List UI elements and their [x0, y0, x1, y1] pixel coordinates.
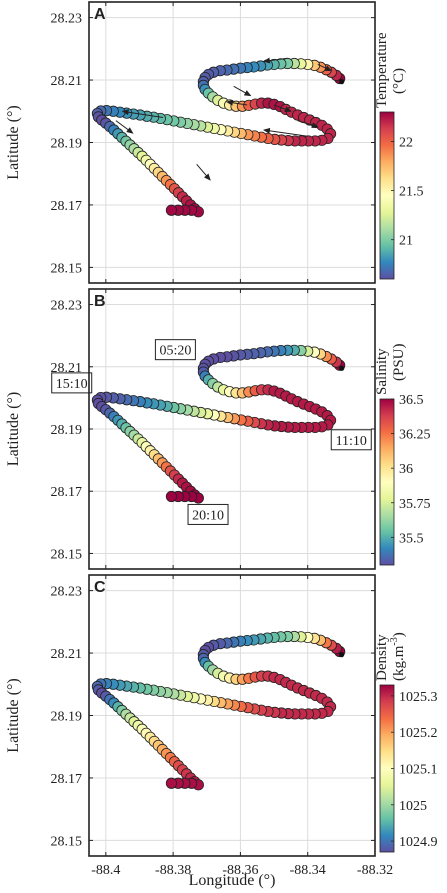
panel-a: 28.15 28.17 28.19 28.21 28.23 Latitude (°) A 21… — [5, 1, 424, 284]
colorbar-tick-label: 36 — [399, 462, 413, 477]
colorbar — [379, 111, 395, 280]
direction-arrow — [297, 120, 319, 128]
colorbar-tick-label: 36.5 — [399, 393, 424, 408]
direction-arrow — [273, 104, 292, 113]
y-tick-label: 28.17 — [51, 772, 83, 787]
track-end-marker — [339, 365, 345, 371]
colorbar-tick-label: 1025.1 — [399, 763, 438, 778]
panel-letter: B — [94, 293, 106, 310]
x-axis-label: Longitude (°) — [189, 872, 276, 889]
time-label-box — [154, 339, 196, 361]
y-axis-label: Latitude (°) — [5, 678, 22, 752]
direction-arrow — [262, 127, 308, 137]
time-label: 05:20 — [159, 344, 191, 359]
plot-frame — [88, 288, 376, 570]
track-point — [165, 490, 178, 503]
time-label: 15:10 — [56, 377, 88, 392]
panel-c: 28.15 28.17 28.19 28.21 28.23 -88.4 -88.38 -88.… — [5, 574, 438, 878]
y-tick-label: 28.23 — [51, 12, 83, 27]
colorbar-tick-label: 1025.2 — [399, 726, 438, 741]
colorbar-tick-label: 35.5 — [399, 531, 424, 546]
colorbar-tick-label: 35.75 — [399, 497, 431, 512]
y-tick-label: 28.17 — [51, 485, 83, 500]
time-label: 11:10 — [336, 434, 367, 449]
y-tick-label: 28.21 — [51, 647, 83, 662]
time-label-box — [330, 429, 372, 451]
x-tick-label: -88.34 — [290, 863, 326, 878]
track-end-marker — [339, 79, 345, 85]
direction-arrow — [262, 57, 288, 64]
colorbar-tick-label: 36.25 — [399, 428, 431, 443]
direction-arrow — [233, 85, 252, 97]
direction-arrow — [317, 63, 333, 72]
x-tick-label: -88.38 — [155, 863, 191, 878]
colorbar-tick-label: 21.5 — [399, 185, 424, 200]
x-tick-label: -88.32 — [357, 863, 393, 878]
y-tick-label: 28.15 — [51, 834, 83, 849]
y-tick-label: 28.15 — [51, 261, 83, 276]
colorbar-tick-label: 22 — [399, 135, 413, 150]
plot-frame — [88, 574, 376, 857]
y-tick-label: 28.23 — [51, 585, 83, 600]
colorbar-tick-label: 1025 — [399, 799, 427, 814]
y-tick-label: 28.15 — [51, 547, 83, 562]
plot-frame — [88, 1, 376, 284]
y-tick-label: 28.23 — [51, 299, 83, 314]
time-label: 20:10 — [192, 508, 224, 523]
y-tick-label: 28.17 — [51, 199, 83, 214]
colorbar — [379, 398, 395, 566]
colorbar-tick-label: 1024.9 — [399, 835, 438, 850]
direction-arrow — [196, 164, 211, 181]
direction-arrow — [225, 99, 248, 106]
panel-letter: C — [94, 579, 106, 596]
colorbar-title: Density(kg.m-3) — [374, 632, 407, 681]
x-tick-label: -88.36 — [222, 863, 258, 878]
colorbar-tick-label: 1025.3 — [399, 690, 438, 705]
panel-letter: A — [94, 6, 106, 23]
track-point — [165, 777, 178, 789]
track-end-marker — [339, 652, 345, 658]
colorbar-title: Temperature(°C) — [374, 32, 407, 108]
y-axis-label: Latitude (°) — [5, 105, 22, 179]
y-tick-label: 28.19 — [51, 710, 83, 725]
colorbar-title: Salinity(PSU) — [374, 343, 407, 395]
y-tick-label: 28.21 — [51, 361, 83, 376]
y-axis-label: Latitude (°) — [5, 392, 22, 466]
time-label-box — [51, 372, 93, 394]
direction-arrow — [115, 120, 134, 134]
colorbar-tick-label: 21 — [399, 234, 413, 249]
track-point — [165, 204, 178, 216]
y-tick-label: 28.21 — [51, 74, 83, 89]
direction-arrow — [121, 109, 164, 119]
x-tick-label: -88.4 — [91, 863, 120, 878]
time-label-box — [187, 503, 229, 525]
panel-b: 28.15 28.17 28.19 28.21 28.23 Latitude (°) 05:… — [5, 288, 431, 570]
y-tick-label: 28.19 — [51, 423, 83, 438]
y-tick-label: 28.19 — [51, 137, 83, 152]
